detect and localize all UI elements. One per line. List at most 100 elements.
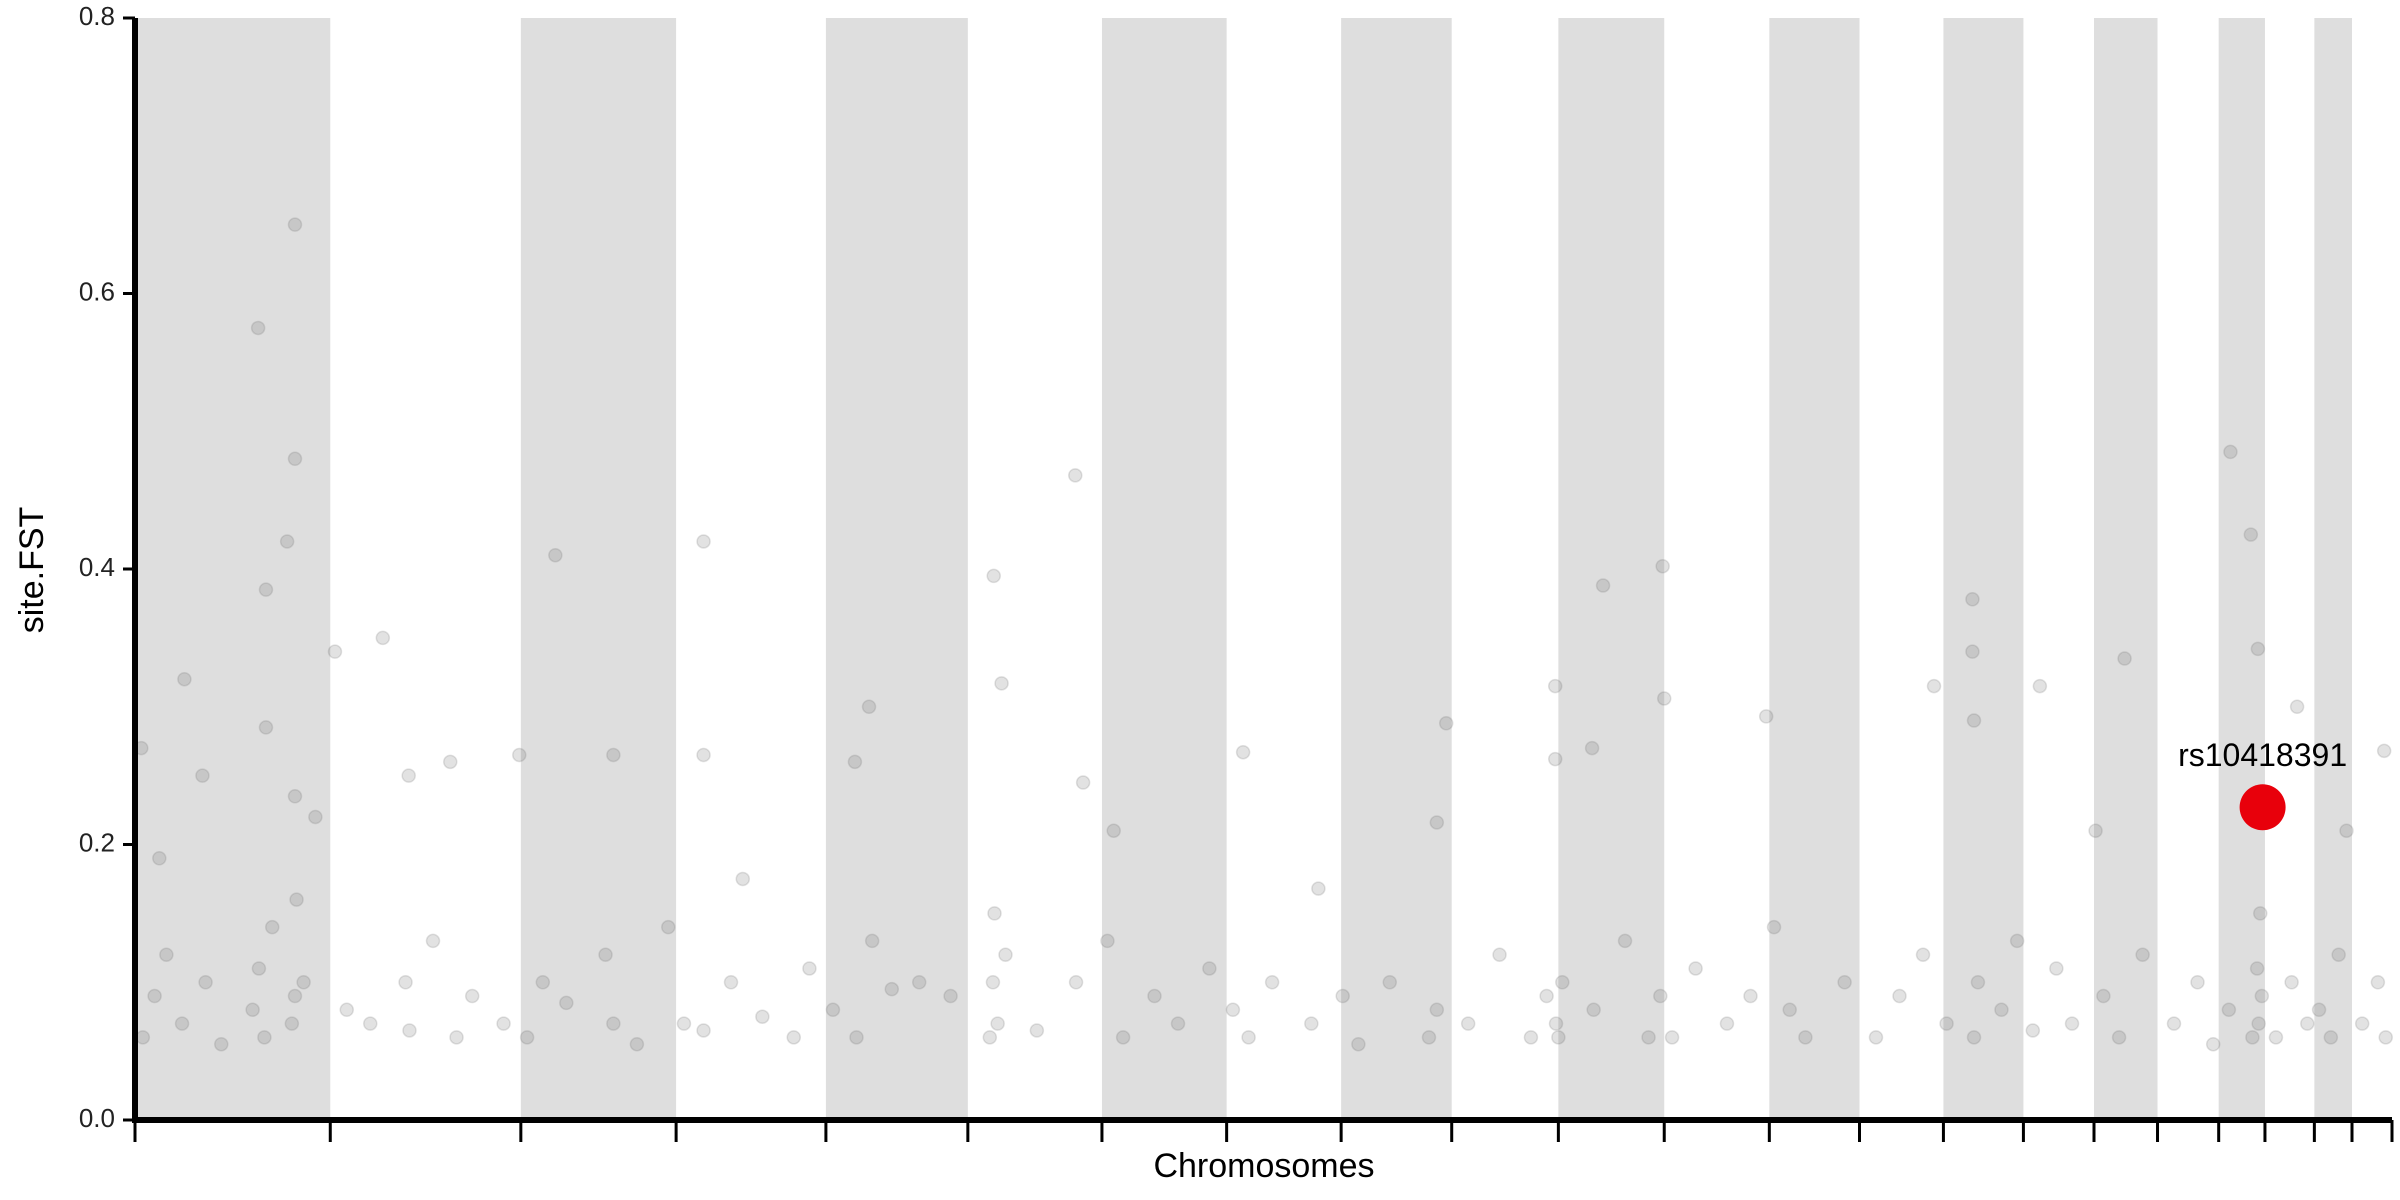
point: [1460, 1016, 1476, 1031]
chromosome-band: [1769, 18, 1860, 1120]
point: [375, 630, 391, 646]
point: [1766, 919, 1782, 935]
point: [195, 768, 210, 783]
point: [994, 676, 1009, 691]
point: [257, 1030, 272, 1045]
point: [1555, 975, 1570, 990]
point: [2253, 906, 2268, 921]
point: [943, 988, 958, 1004]
point: [2370, 975, 2386, 990]
point: [2009, 933, 2025, 949]
point: [606, 1016, 621, 1031]
point: [425, 933, 441, 949]
point: [1548, 1016, 1564, 1031]
point: [159, 947, 174, 962]
point: [985, 975, 1001, 990]
point: [2268, 1030, 2284, 1045]
point: [1335, 988, 1350, 1004]
point: [2251, 1016, 2266, 1031]
point: [1429, 1002, 1445, 1018]
point: [1595, 578, 1611, 593]
y-tick-label: 0.0: [79, 1103, 115, 1133]
point: [598, 947, 613, 962]
point: [2250, 641, 2266, 657]
chromosome-band: [1101, 18, 1227, 1120]
chromosome-band: [1341, 18, 1452, 1120]
chromosome-band: [2314, 18, 2353, 1120]
point: [308, 809, 323, 825]
chromosome-band: [520, 18, 677, 1120]
point: [990, 1016, 1005, 1031]
point: [2223, 444, 2238, 460]
point: [1241, 1030, 1256, 1045]
point: [2378, 1030, 2393, 1045]
point: [548, 547, 563, 563]
point: [535, 975, 551, 990]
point: [401, 768, 416, 783]
point: [1202, 961, 1217, 976]
point: [287, 217, 303, 232]
point: [2245, 1030, 2260, 1045]
point: [264, 919, 280, 935]
point: [629, 1036, 645, 1052]
point: [1758, 709, 1774, 724]
point: [1868, 1030, 1884, 1045]
point: [1539, 988, 1554, 1004]
point: [284, 1016, 300, 1031]
point: [1547, 678, 1563, 694]
chromosome-band: [135, 18, 331, 1120]
point: [214, 1036, 229, 1052]
point: [847, 754, 863, 770]
y-tick-label: 0.4: [79, 552, 115, 582]
point: [251, 961, 267, 976]
point: [1351, 1036, 1366, 1052]
point: [1029, 1023, 1045, 1038]
point: [2025, 1023, 2041, 1038]
points: rs10418391: [134, 217, 2393, 1052]
point: [802, 961, 817, 976]
point: [198, 975, 213, 990]
point: [2032, 678, 2048, 694]
highlight-point: [2239, 784, 2286, 831]
point: [1743, 988, 1758, 1004]
point: [849, 1030, 864, 1045]
point: [1584, 740, 1600, 756]
point: [258, 720, 274, 735]
point: [2249, 961, 2265, 976]
point: [2354, 1016, 2370, 1031]
point: [2289, 699, 2305, 714]
point: [1994, 1002, 2009, 1018]
point: [735, 871, 751, 887]
point: [1438, 716, 1454, 731]
point: [2190, 975, 2205, 990]
point: [696, 1023, 711, 1038]
point: [1965, 644, 1980, 659]
point: [363, 1016, 378, 1031]
point: [279, 534, 295, 549]
point: [861, 699, 877, 714]
point: [327, 644, 343, 659]
chromosome-band: [1558, 18, 1665, 1120]
chromosome-band: [825, 18, 968, 1120]
point: [1664, 1030, 1680, 1045]
point: [1547, 751, 1563, 767]
x-axis-title: Chromosomes: [1153, 1147, 1374, 1185]
point: [1304, 1016, 1319, 1031]
point: [1926, 678, 1942, 694]
point: [1798, 1030, 1813, 1045]
point: [287, 789, 303, 804]
point: [449, 1030, 464, 1045]
point: [443, 754, 458, 770]
point: [1892, 988, 1907, 1004]
point: [998, 947, 1013, 962]
point: [1719, 1016, 1735, 1031]
point: [1421, 1030, 1437, 1045]
point: [696, 747, 711, 763]
point: [1551, 1030, 1566, 1045]
point: [2300, 1016, 2315, 1031]
point: [1264, 975, 1280, 990]
point: [982, 1030, 998, 1045]
point: [1782, 1002, 1797, 1018]
point: [287, 451, 303, 467]
point: [2311, 1002, 2327, 1018]
